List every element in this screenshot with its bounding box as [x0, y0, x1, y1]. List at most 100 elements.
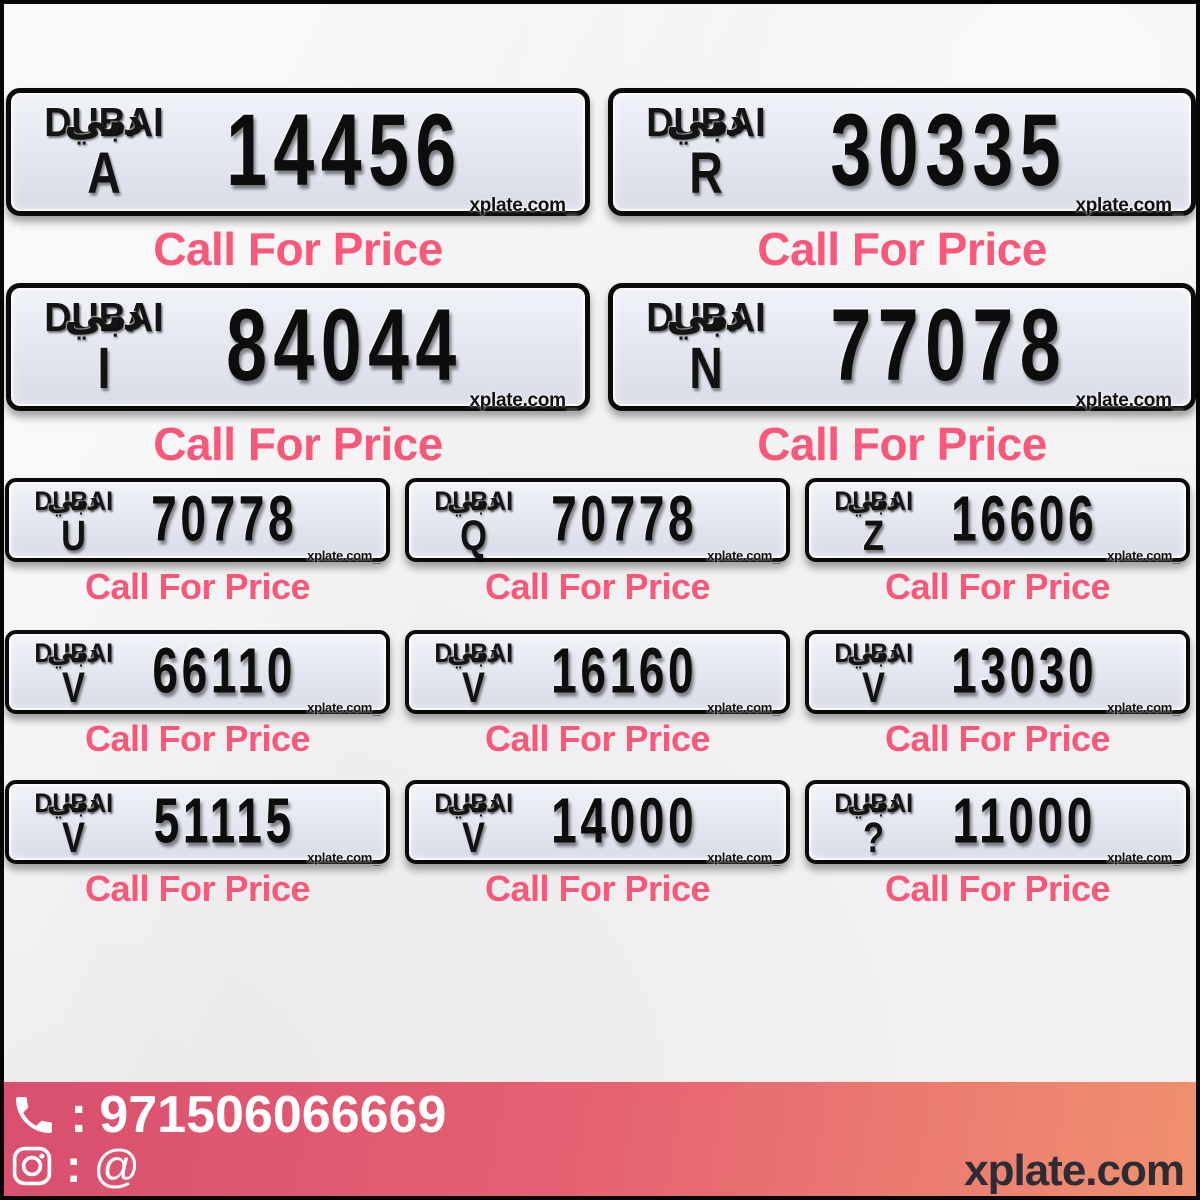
dubai-logo-latin: DUBAI — [834, 638, 913, 668]
license-plate: DUBAI دبي A 14456 xplate.com_ — [6, 88, 590, 217]
xplate-watermark-text: xplate.com — [307, 850, 373, 865]
xplate-watermark-text: xplate.com — [307, 548, 373, 563]
plate-number: 77078 — [829, 287, 1067, 402]
plate-emirate-region: DUBAI دبي V — [821, 635, 926, 712]
plate-emirate-region: DUBAI دبي V — [21, 785, 126, 862]
dubai-logo: DUBAI دبي — [641, 290, 771, 340]
dubai-logo: DUBAI دبي — [31, 483, 117, 517]
plate-number: 16606 — [950, 482, 1097, 555]
call-for-price-label: Call For Price — [484, 566, 711, 607]
xplate-watermark: xplate.com_ — [1075, 391, 1183, 412]
license-plate: DUBAI دبي V 16160 xplate.com_ — [405, 630, 790, 717]
xplate-watermark: xplate.com_ — [307, 548, 380, 564]
phone-icon — [10, 1091, 58, 1139]
plate-letter: ? — [862, 814, 885, 862]
plate-letter: V — [62, 814, 85, 862]
plate-letter: A — [87, 141, 121, 206]
call-for-price-label: Call For Price — [153, 223, 443, 275]
xplate-watermark-tail: _ — [1173, 702, 1180, 717]
plate-emirate-region: DUBAI دبي V — [421, 785, 526, 862]
dubai-logo: DUBAI دبي — [831, 635, 917, 669]
plate-listing: DUBAI دبي V 13030 xplate.com_ Call For P… — [805, 630, 1190, 758]
dubai-logo-arabic: دبي — [846, 635, 901, 669]
plate-listing: DUBAI دبي Z 16606 xplate.com_ Call For P… — [805, 478, 1190, 606]
call-for-price-label: Call For Price — [84, 566, 311, 607]
plate-emirate-region: DUBAI دبي A — [29, 95, 179, 206]
dubai-logo: DUBAI دبي — [641, 99, 771, 145]
dubai-logo-latin: DUBAI — [646, 294, 766, 340]
license-plate: DUBAI دبي N 77078 xplate.com_ — [608, 283, 1196, 412]
plate-listing: DUBAI دبي N 77078 xplate.com_ Call For P… — [608, 283, 1196, 468]
license-plate: DUBAI دبي V 51115 xplate.com_ — [5, 780, 390, 866]
plate-number: 13030 — [950, 634, 1097, 707]
plate-letter: N — [689, 336, 723, 401]
license-plate: DUBAI دبي Z 16606 xplate.com_ — [805, 478, 1190, 565]
plate-emirate-region: DUBAI دبي U — [21, 483, 126, 558]
dubai-logo: DUBAI دبي — [31, 635, 117, 669]
xplate-watermark-text: xplate.com — [1107, 700, 1173, 715]
brand-logo: xplate.com — [964, 1146, 1185, 1195]
plate-listing: DUBAI دبي ? 11000 xplate.com_ Call For P… — [805, 780, 1190, 908]
plate-listing: DUBAI دبي A 14456 xplate.com_ Call For P… — [6, 88, 590, 273]
xplate-watermark-text: xplate.com — [1107, 548, 1173, 563]
plate-emirate-region: DUBAI دبي N — [631, 290, 781, 401]
plate-emirate-region: DUBAI دبي V — [21, 635, 126, 712]
dubai-logo-latin: DUBAI — [434, 788, 513, 818]
call-for-price-label: Call For Price — [884, 718, 1111, 759]
dubai-logo-arabic: دبي — [846, 785, 901, 819]
dubai-logo-latin: DUBAI — [34, 788, 113, 818]
dubai-logo-arabic: دبي — [46, 483, 101, 517]
dubai-logo-arabic: دبي — [64, 290, 144, 340]
dubai-logo-latin: DUBAI — [646, 99, 766, 145]
xplate-watermark-tail: _ — [773, 702, 780, 717]
dubai-logo: DUBAI دبي — [431, 638, 517, 667]
dubai-logo-arabic: دبي — [46, 785, 101, 819]
license-plate: DUBAI دبي ? 11000 xplate.com_ — [805, 780, 1190, 866]
license-plate: DUBAI دبي V 13030 xplate.com_ — [805, 630, 1190, 717]
plate-letter: Q — [460, 512, 487, 560]
dubai-logo-arabic: دبي — [64, 95, 144, 145]
call-for-price-label: Call For Price — [884, 566, 1111, 607]
plate-letter: V — [462, 814, 485, 862]
dubai-logo: DUBAI دبي — [431, 785, 517, 819]
license-plate: DUBAI دبي U 70778 xplate.com_ — [5, 478, 390, 564]
plate-number: 30335 — [829, 92, 1067, 207]
license-plate: DUBAI دبي V 14000 xplate.com_ — [405, 780, 790, 866]
xplate-watermark: xplate.com_ — [1107, 850, 1180, 866]
call-for-price-label: Call For Price — [757, 223, 1047, 275]
dubai-logo-arabic: دبي — [446, 483, 501, 517]
dubai-logo-arabic: دبي — [666, 290, 746, 340]
dubai-logo: DUBAI دبي — [431, 483, 517, 517]
plate-emirate-region: DUBAI دبي Q — [421, 483, 526, 560]
license-plate: DUBAI دبي Q 70778 xplate.com_ — [405, 478, 790, 564]
plate-letter: Z — [862, 512, 885, 560]
plate-letter: R — [689, 141, 723, 206]
xplate-watermark-text: xplate.com — [707, 700, 773, 715]
plate-letter: V — [62, 664, 85, 712]
dubai-logo-arabic: دبي — [446, 785, 501, 819]
plate-letter: V — [862, 664, 885, 712]
plate-listing: DUBAI دبي V 51115 xplate.com_ Call For P… — [5, 780, 390, 908]
dubai-logo-arabic: دبي — [846, 483, 901, 517]
license-plate: DUBAI دبي R 30335 xplate.com_ — [608, 88, 1196, 217]
plate-emirate-region: DUBAI دبي R — [631, 99, 781, 206]
contact-bar: : 971506066669 : @ xplate.com — [0, 1082, 1200, 1200]
xplate-watermark-text: xplate.com — [1107, 850, 1173, 865]
plate-letter: V — [462, 664, 485, 712]
dubai-logo-arabic: دبي — [46, 635, 101, 669]
dubai-logo-latin: DUBAI — [34, 486, 113, 516]
xplate-watermark: xplate.com_ — [1107, 548, 1180, 565]
call-for-price-label: Call For Price — [84, 718, 311, 759]
xplate-watermark-text: xplate.com — [469, 195, 566, 216]
xplate-watermark-tail: _ — [1173, 550, 1180, 565]
license-plate: DUBAI دبي V 66110 xplate.com_ — [5, 630, 390, 716]
xplate-watermark: xplate.com_ — [469, 390, 577, 412]
xplate-watermark-text: xplate.com — [469, 390, 566, 411]
phone-number: 971506066669 — [99, 1086, 447, 1144]
plate-listing: DUBAI دبي U 70778 xplate.com_ Call For P… — [5, 478, 390, 606]
plate-listing: DUBAI دبي R 30335 xplate.com_ Call For P… — [608, 88, 1196, 273]
xplate-watermark: xplate.com_ — [307, 701, 380, 716]
call-for-price-label: Call For Price — [84, 868, 311, 909]
plate-letter: I — [97, 336, 111, 401]
plate-number: 11000 — [952, 784, 1096, 857]
